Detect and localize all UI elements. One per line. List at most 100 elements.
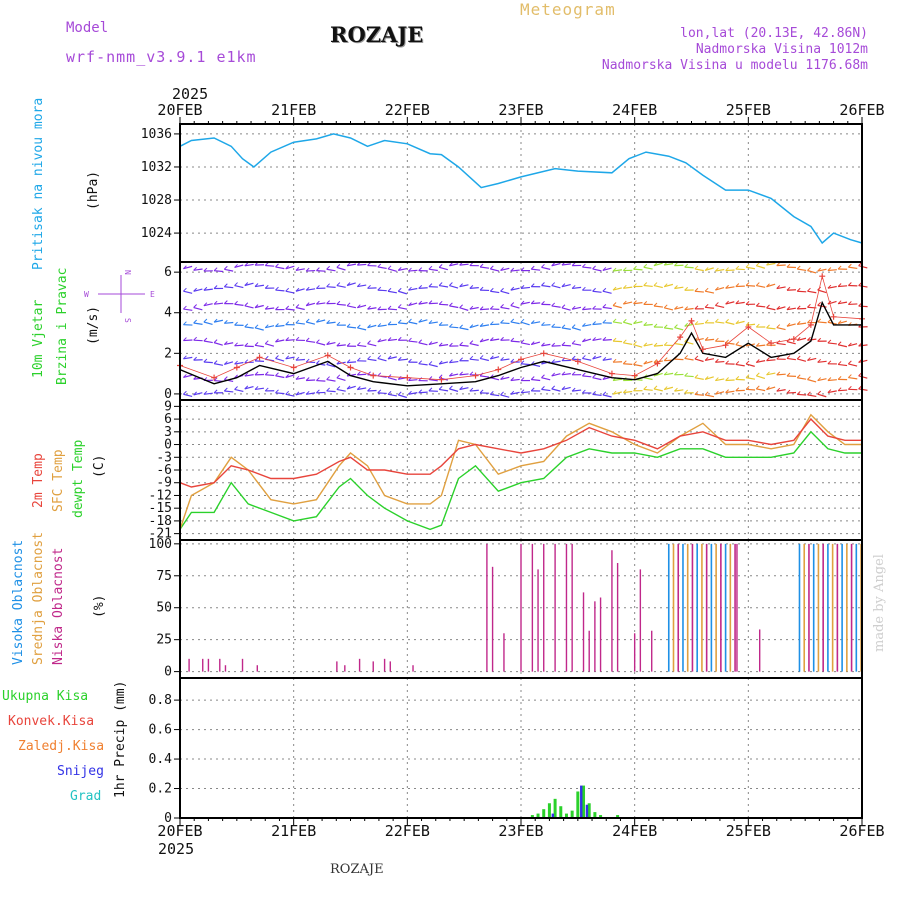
wind-arrow-head [346, 282, 351, 286]
wind-arrow-head [827, 267, 832, 271]
wind-arrow [766, 262, 776, 266]
wind-arrow [439, 284, 449, 288]
wind-arrow [541, 343, 551, 347]
wind-arrow [756, 360, 766, 364]
wind-arrow [704, 376, 714, 381]
wind-arrow-head [356, 357, 361, 362]
wind-arrow [244, 326, 254, 329]
wind-arrow [766, 283, 776, 288]
model-label: Model [66, 20, 109, 36]
wind-arrow-head [346, 262, 351, 267]
wind-arrow [398, 394, 408, 399]
lonlat-label: lon,lat (20.13E, 42.86N) [680, 26, 868, 41]
wind-arrow-head [479, 355, 484, 359]
wind-arrow-head [500, 356, 504, 361]
precip-conv-label: Konvek.Kisa [8, 714, 94, 729]
wind-arrow [592, 268, 602, 272]
wind-arrow-head [776, 324, 781, 328]
wind-arrow-head [183, 337, 187, 341]
top-date-tick-label: 22FEB [385, 101, 430, 119]
wind-arrow-head [602, 287, 607, 292]
wind-arrow-head [244, 302, 249, 307]
wind-arrow [224, 286, 234, 289]
wind-arrow-head [582, 286, 586, 291]
wind-arrow-head [234, 300, 238, 305]
temp-panel-labels: 2m Temp SFC Temp dewpt Temp (C) [31, 440, 107, 518]
precip-snow-label: Snijeg [57, 764, 104, 779]
wind-arrow-head [387, 287, 392, 292]
wind-arrow-head [254, 304, 259, 308]
wind-arrow [234, 264, 244, 269]
precip-panel-labels: Ukupna Kisa Konvek.Kisa Zaledj.Kisa Snij… [2, 681, 128, 804]
wind-arrow [469, 358, 479, 361]
wind-arrow [459, 373, 469, 376]
wind-arrow-head [367, 324, 371, 329]
wind-arrow [653, 372, 663, 377]
wind-arrow-head [561, 371, 566, 376]
pressure-unit: (hPa) [86, 171, 101, 210]
wind-arrow-head [367, 284, 371, 289]
wind-arrow-head [530, 320, 535, 324]
wind-arrow-head [367, 387, 371, 392]
wind-arrow-head [520, 285, 525, 289]
wind-arrow [500, 358, 510, 361]
wind-arrow-head [674, 305, 678, 310]
wind-arrow [224, 321, 234, 324]
wind-arrow-head [510, 318, 515, 323]
wind-arrow [449, 263, 459, 267]
wind-arrow-head [541, 321, 545, 326]
wind-arrow-head [622, 267, 627, 271]
wind-arrow-head [295, 267, 300, 271]
wind-arrow [694, 358, 704, 363]
wind-arrow-head [428, 341, 433, 345]
wind-arrow [592, 338, 602, 342]
top-date-tick-label: 25FEB [726, 101, 771, 119]
wind-arrow [653, 284, 663, 289]
wind-arrow-head [244, 359, 249, 364]
wind-arrow [725, 301, 735, 305]
wind-arrow [357, 327, 367, 331]
wind-arrow [776, 306, 786, 310]
wind-arrow [592, 323, 602, 326]
wind-arrow-head [622, 339, 627, 344]
wind-arrow-head [807, 391, 811, 396]
wind-arrow [643, 284, 653, 288]
wind-arrow-head [571, 305, 576, 310]
wind-arrow [633, 302, 643, 305]
wind-arrow-head [735, 283, 740, 287]
wind-arrow [520, 342, 530, 346]
wind-arrow-head [837, 283, 842, 287]
wind-arrow-head [592, 355, 596, 360]
wind-arrow-head [612, 286, 617, 291]
wind-arrow-head [684, 355, 689, 359]
wind-arrow-head [704, 287, 709, 292]
wind-arrow-head [510, 358, 515, 363]
wind-arrow-head [663, 341, 668, 346]
wind-arrow [459, 344, 469, 347]
wind-arrow-head [684, 372, 689, 377]
temp-2m-label: 2m Temp [31, 453, 46, 508]
wind-arrow-head [408, 358, 412, 363]
wind-arrow-head [295, 319, 300, 324]
wind-arrow [592, 393, 602, 397]
wind-arrow-head [776, 285, 781, 289]
wind-arrow [602, 358, 612, 361]
wind-arrow-head [766, 283, 770, 288]
wind-arrow-head [285, 374, 290, 378]
wind-arrow-head [346, 323, 351, 328]
wind-arrow [408, 321, 418, 325]
wind-arrow-head [571, 340, 576, 344]
wind-arrow-head [193, 287, 197, 292]
wind-arrow-head [704, 376, 709, 380]
wind-arrow [684, 323, 694, 327]
wind-arrow-head [336, 342, 341, 347]
wind-arrow-head [183, 265, 187, 270]
wind-arrow [571, 327, 581, 331]
wind-arrow [326, 268, 336, 272]
wind-arrow [346, 305, 357, 309]
wind-arrow-head [663, 283, 668, 288]
wind-arrow-head [489, 321, 494, 325]
wind-arrow-head [520, 300, 525, 305]
wind-arrow-head [234, 264, 238, 268]
